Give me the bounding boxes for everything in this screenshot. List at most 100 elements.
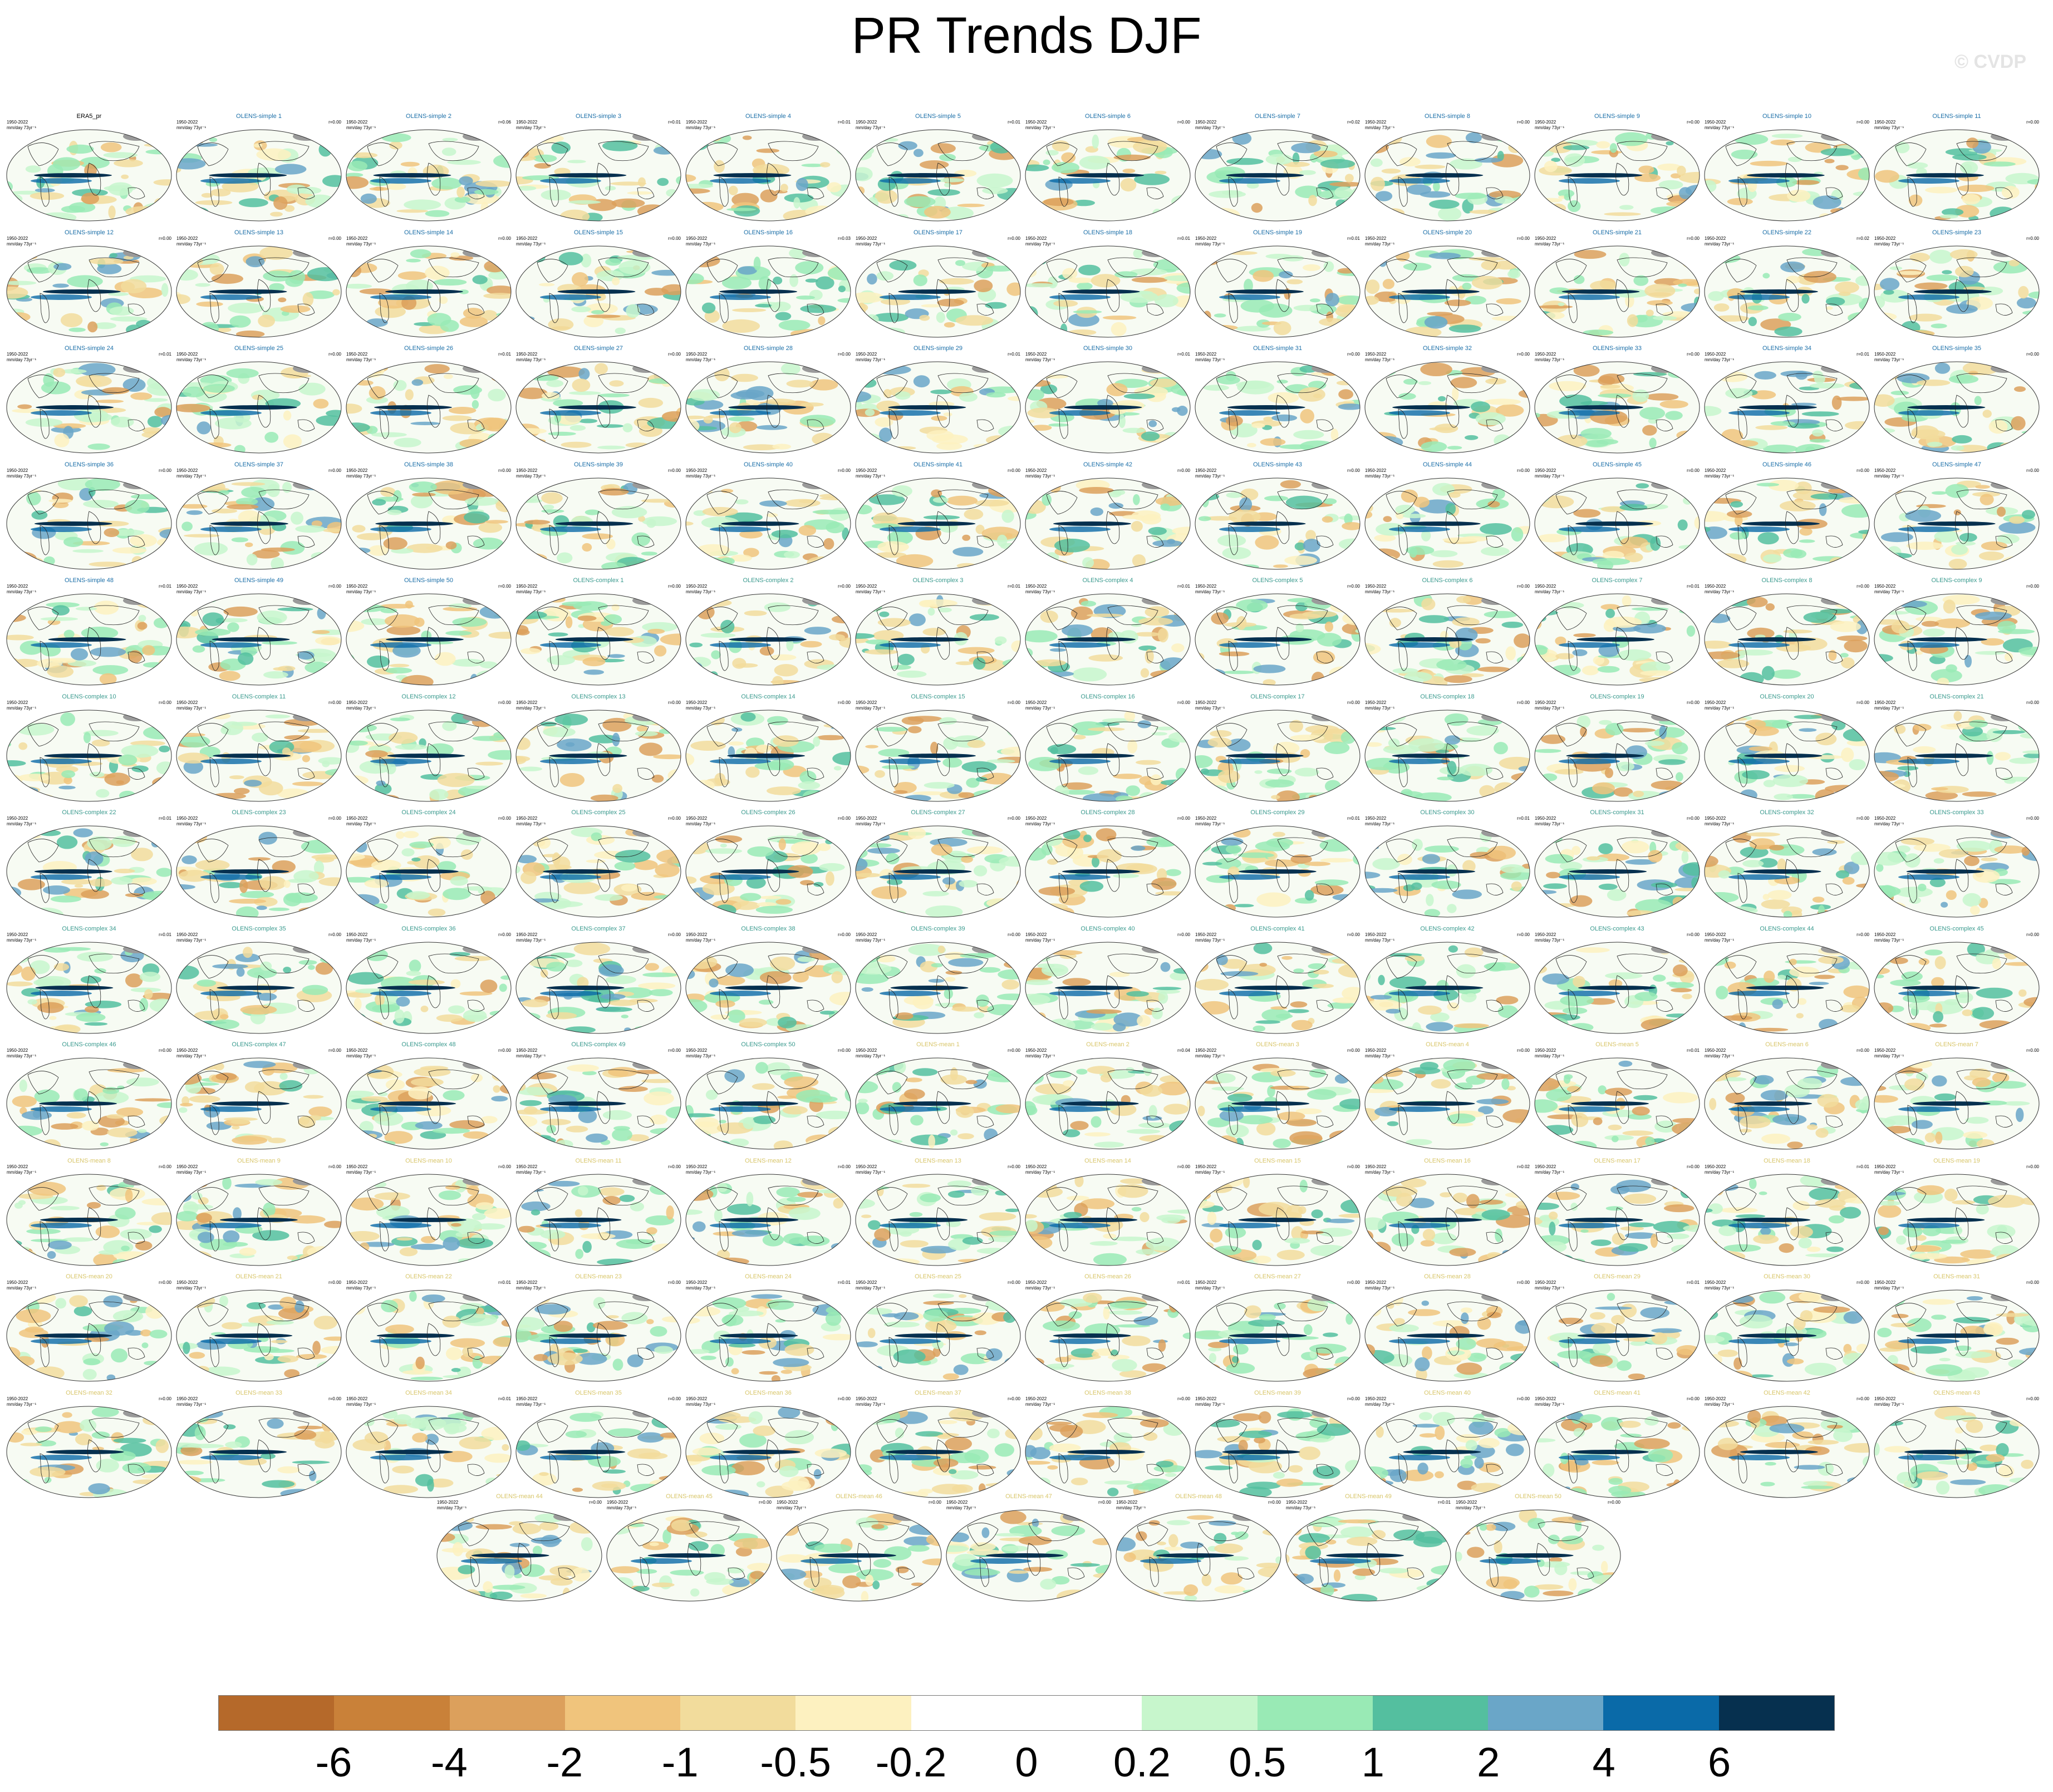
map-panel: OLENS-simple 9 1950-2022 mm/day 73yr⁻¹ r=0.…: [1534, 113, 1701, 227]
trend-blob: [1638, 165, 1654, 174]
coastline: [297, 535, 315, 548]
map-panel: OLENS-complex 6 1950-2022 mm/day 73yr⁻¹ r=0…: [1364, 577, 1531, 691]
equatorial-band-south: [1728, 758, 1790, 764]
trend-blob: [1426, 894, 1434, 907]
trend-blob: [271, 557, 284, 569]
trend-blob: [595, 894, 623, 901]
trend-blob: [1508, 142, 1522, 153]
equatorial-band: [1909, 637, 1987, 642]
trend-blob: [1771, 669, 1801, 679]
trend-blob: [2018, 285, 2029, 298]
trend-blob: [578, 419, 598, 424]
trend-blob: [1890, 391, 1909, 395]
trend-blob: [1721, 906, 1758, 915]
trend-blob: [615, 327, 626, 334]
world-map: [346, 942, 512, 1033]
map-panel: OLENS-simple 39 1950-2022 mm/day 73yr⁻¹ r=0…: [515, 461, 682, 575]
trend-blob: [7, 488, 42, 493]
trend-blob: [1484, 398, 1521, 405]
trend-blob: [1514, 559, 1530, 566]
trend-blob: [913, 274, 927, 286]
panel-r-value: r=0.01: [498, 352, 511, 357]
panel-r-value: r=0.00: [328, 235, 341, 241]
coastline: [467, 419, 485, 431]
trend-blob: [1900, 321, 1921, 334]
trend-blob: [1102, 315, 1137, 320]
trend-blob: [986, 392, 1006, 398]
trend-blob: [1414, 164, 1446, 169]
trend-blob: [1585, 440, 1609, 447]
trend-blob: [291, 511, 303, 525]
map-panel: OLENS-simple 27 1950-2022 mm/day 73yr⁻¹ r=0…: [515, 345, 682, 459]
trend-blob: [190, 609, 199, 617]
panel-r-value: r=0.01: [1177, 352, 1190, 357]
trend-blob: [376, 794, 400, 801]
trend-blob: [931, 415, 947, 421]
trend-blob: [323, 371, 341, 382]
panel-title: OLENS-simple 3: [576, 113, 621, 120]
trend-blob: [1172, 295, 1190, 308]
trend-blob: [605, 258, 621, 265]
panel-units: mm/day 73yr⁻¹: [176, 357, 207, 362]
trend-blob: [1934, 530, 1959, 543]
trend-blob: [1672, 742, 1688, 754]
trend-blob: [1774, 765, 1805, 772]
trend-blob: [66, 144, 94, 154]
panel-title: OLENS-simple 18: [1083, 229, 1133, 236]
trend-blob: [58, 785, 76, 789]
trend-blob: [1134, 632, 1160, 637]
coastline: [1568, 292, 1578, 323]
trend-blob: [658, 247, 667, 258]
equatorial-band: [217, 985, 295, 990]
trend-blob: [829, 634, 845, 641]
trend-blob: [1285, 495, 1323, 509]
equatorial-band-south: [370, 758, 431, 764]
map-panel: OLENS-simple 30 1950-2022 mm/day 73yr⁻¹ r=0…: [1024, 345, 1191, 459]
trend-blob: [1221, 837, 1244, 846]
world-map: [1025, 825, 1191, 918]
map-border: [1704, 245, 1870, 337]
trend-blob: [1053, 299, 1078, 307]
trend-blob: [471, 400, 479, 409]
trend-blob: [689, 324, 705, 330]
trend-blob: [1366, 279, 1380, 294]
coastline: [1725, 142, 1757, 166]
trend-blob: [1033, 666, 1040, 675]
trend-blob: [856, 599, 870, 610]
equatorial-band-south: [1389, 294, 1450, 300]
equatorial-band: [888, 405, 966, 410]
coastline: [1956, 141, 2007, 161]
coastline: [706, 375, 738, 398]
trend-blob: [541, 492, 563, 504]
trend-blob: [659, 728, 674, 734]
trend-blob: [346, 598, 366, 613]
world-map: [6, 942, 172, 1033]
equatorial-band: [1906, 869, 1985, 874]
trend-blob: [689, 136, 709, 150]
coastline: [767, 395, 780, 428]
trend-blob: [686, 845, 694, 849]
trend-blob: [7, 981, 33, 986]
map-border: [1534, 361, 1700, 454]
trend-blob: [1025, 787, 1042, 795]
greenland-missing: [972, 712, 999, 721]
world-map: [1195, 825, 1361, 918]
coastline: [537, 142, 568, 166]
trend-blob: [298, 907, 328, 914]
trend-blob: [1207, 910, 1240, 917]
trend-blob: [2004, 777, 2016, 784]
trend-blob: [238, 652, 254, 665]
coastline: [379, 292, 389, 323]
coastline: [768, 141, 819, 161]
trend-blob: [2004, 652, 2013, 662]
trend-blob: [100, 142, 122, 152]
map-panel: OLENS-simple 37 1950-2022 mm/day 73yr⁻¹ r=0…: [175, 461, 342, 575]
coastline: [1737, 408, 1747, 439]
trend-blob: [1025, 560, 1055, 569]
trend-blob: [820, 162, 831, 168]
equatorial-band-south: [1728, 294, 1790, 300]
trend-blob: [387, 509, 402, 515]
greenland-missing: [1481, 596, 1508, 605]
trend-blob: [1195, 319, 1206, 325]
trend-blob: [315, 962, 333, 974]
